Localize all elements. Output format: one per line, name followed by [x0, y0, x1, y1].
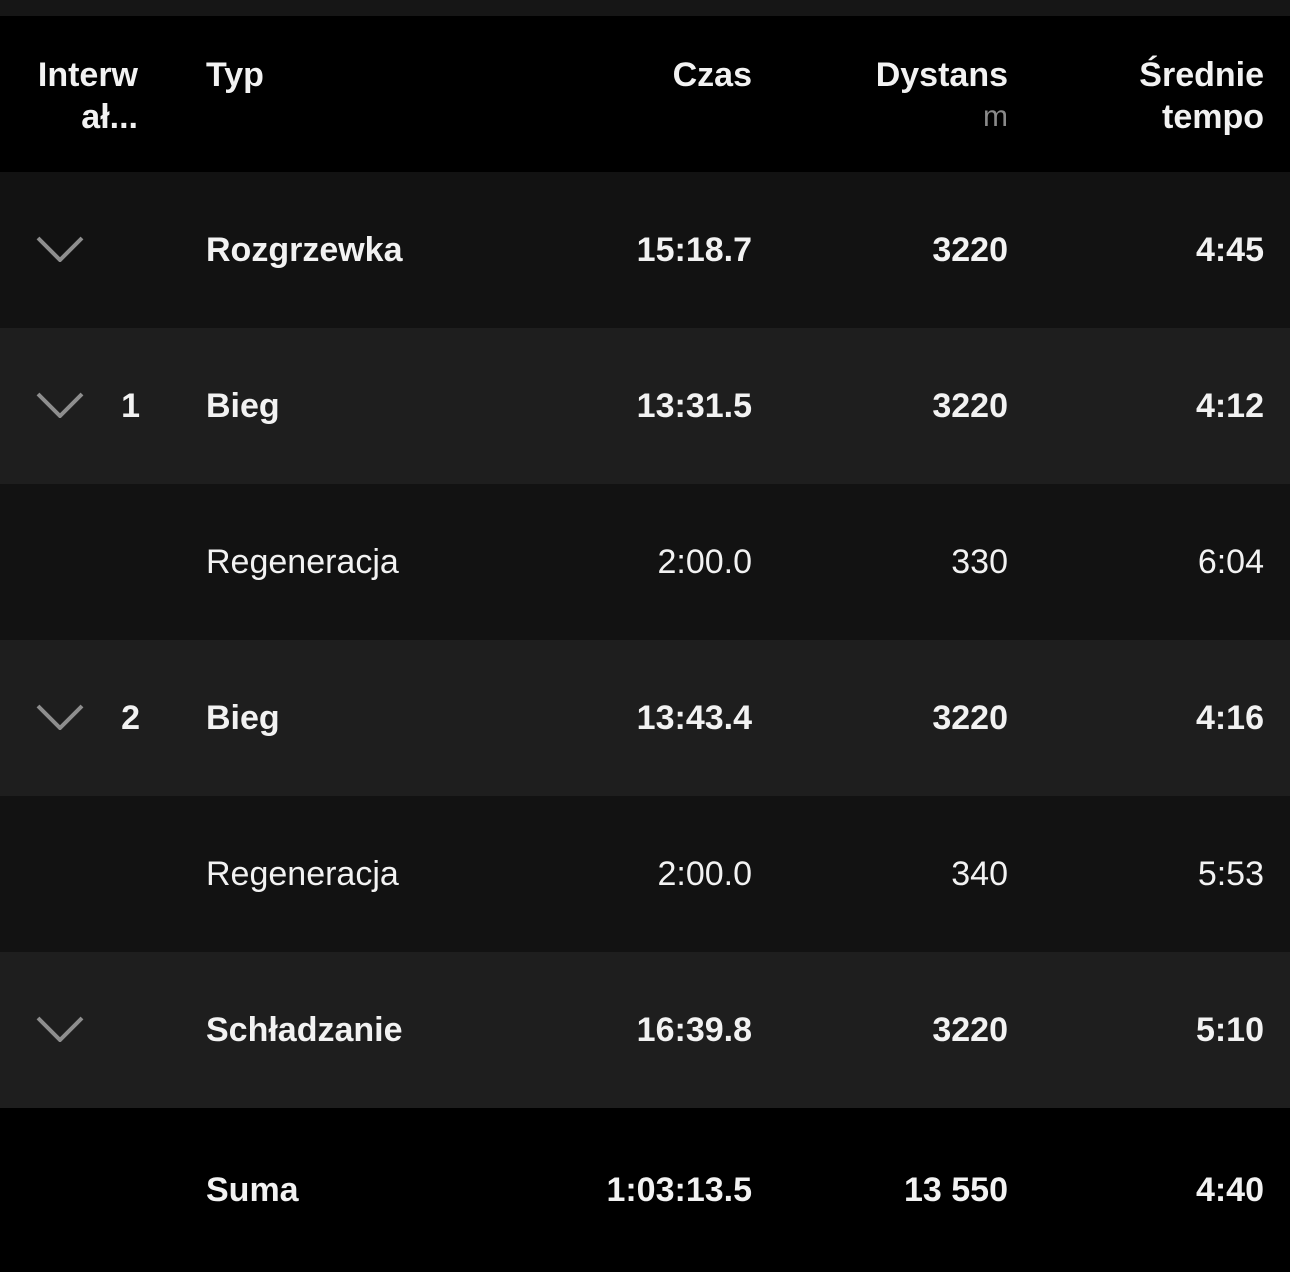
- header-distance[interactable]: Dystans m: [876, 54, 1008, 138]
- interval-cell: 2: [0, 640, 140, 796]
- chevron-down-icon[interactable]: [36, 704, 84, 730]
- total-time: 1:03:13.5: [606, 1170, 752, 1209]
- interval-number: 1: [121, 386, 140, 425]
- total-row: Suma 1:03:13.5 13 550 4:40: [0, 1108, 1290, 1272]
- pace-cell: 4:45: [1195, 230, 1264, 269]
- header-distance-label: Dystans: [875, 56, 1008, 94]
- table-row[interactable]: 1 Bieg 13:31.5 3220 4:12: [0, 328, 1290, 484]
- pace-cell: 5:53: [1197, 854, 1264, 893]
- total-distance: 13 550: [904, 1170, 1008, 1209]
- distance-unit: m: [983, 100, 1008, 133]
- interval-cell: [0, 484, 140, 640]
- distance-cell: 3220: [932, 1010, 1008, 1049]
- total-label: Suma: [206, 1170, 299, 1209]
- distance-cell: 3220: [932, 230, 1008, 269]
- chevron-down-icon[interactable]: [36, 1016, 84, 1042]
- time-cell: 2:00.0: [657, 854, 752, 893]
- pace-cell: 4:16: [1195, 698, 1264, 737]
- chevron-down-icon[interactable]: [36, 236, 84, 262]
- type-cell: Regeneracja: [206, 854, 399, 893]
- time-cell: 2:00.0: [657, 542, 752, 581]
- top-strip: [0, 0, 1290, 16]
- type-cell: Bieg: [206, 698, 280, 737]
- distance-cell: 340: [951, 854, 1008, 893]
- table-row[interactable]: Regeneracja 2:00.0 340 5:53: [0, 796, 1290, 952]
- chevron-down-icon[interactable]: [36, 392, 84, 418]
- interval-cell: 1: [0, 328, 140, 484]
- header-interval[interactable]: Interw ał...: [37, 56, 138, 136]
- interval-cell: [0, 796, 140, 952]
- time-cell: 16:39.8: [636, 1010, 752, 1049]
- header-pace[interactable]: Średnie tempo: [1139, 56, 1264, 136]
- pace-cell: 6:04: [1197, 542, 1264, 581]
- type-cell: Schładzanie: [206, 1010, 403, 1049]
- type-cell: Bieg: [206, 386, 280, 425]
- header-type[interactable]: Typ: [206, 56, 264, 94]
- interval-number: 2: [121, 698, 140, 737]
- header-time[interactable]: Czas: [672, 56, 752, 94]
- table-row[interactable]: Rozgrzewka 15:18.7 3220 4:45: [0, 172, 1290, 328]
- interval-cell: [0, 952, 140, 1108]
- pace-cell: 5:10: [1195, 1010, 1264, 1049]
- distance-cell: 330: [951, 542, 1008, 581]
- total-pace: 4:40: [1195, 1170, 1264, 1209]
- table-row[interactable]: 2 Bieg 13:43.4 3220 4:16: [0, 640, 1290, 796]
- table-row[interactable]: Schładzanie 16:39.8 3220 5:10: [0, 952, 1290, 1108]
- type-cell: Rozgrzewka: [206, 230, 403, 269]
- time-cell: 13:43.4: [636, 698, 752, 737]
- time-cell: 13:31.5: [636, 386, 752, 425]
- time-cell: 15:18.7: [636, 230, 752, 269]
- table-header: Interw ał... Typ Czas Dystans m Średnie t…: [0, 16, 1290, 172]
- pace-cell: 4:12: [1195, 386, 1264, 425]
- distance-cell: 3220: [932, 698, 1008, 737]
- type-cell: Regeneracja: [206, 542, 399, 581]
- table-row[interactable]: Regeneracja 2:00.0 330 6:04: [0, 484, 1290, 640]
- interval-cell: [0, 172, 140, 328]
- distance-cell: 3220: [932, 386, 1008, 425]
